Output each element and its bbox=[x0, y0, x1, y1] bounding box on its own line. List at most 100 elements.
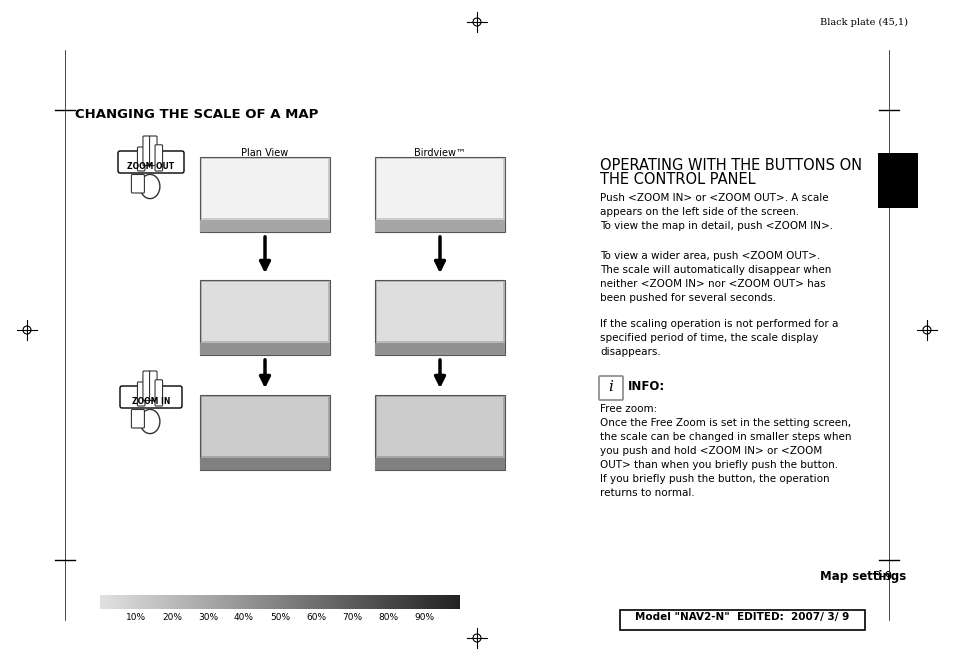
Bar bbox=[147, 595, 149, 609]
Bar bbox=[378, 595, 381, 609]
Bar bbox=[393, 595, 395, 609]
Bar bbox=[105, 595, 108, 609]
Bar bbox=[388, 595, 390, 609]
Bar bbox=[433, 595, 435, 609]
Bar bbox=[362, 595, 365, 609]
Bar bbox=[427, 595, 430, 609]
Bar bbox=[269, 595, 272, 609]
Text: Once the Free Zoom is set in the setting screen,
the scale can be changed in sma: Once the Free Zoom is set in the setting… bbox=[599, 418, 851, 498]
Bar bbox=[287, 595, 289, 609]
Bar bbox=[297, 595, 300, 609]
Bar bbox=[172, 595, 174, 609]
Bar bbox=[355, 595, 357, 609]
FancyBboxPatch shape bbox=[376, 282, 502, 341]
Bar bbox=[253, 595, 255, 609]
Bar bbox=[169, 595, 171, 609]
Bar bbox=[134, 595, 136, 609]
Bar bbox=[303, 595, 305, 609]
Bar bbox=[118, 595, 120, 609]
Bar bbox=[170, 595, 172, 609]
Bar bbox=[418, 595, 420, 609]
FancyBboxPatch shape bbox=[375, 343, 504, 355]
Ellipse shape bbox=[140, 409, 160, 434]
Bar bbox=[311, 595, 313, 609]
Bar bbox=[173, 595, 176, 609]
Bar bbox=[422, 595, 424, 609]
Bar bbox=[429, 595, 432, 609]
Bar bbox=[335, 595, 337, 609]
Bar bbox=[208, 595, 210, 609]
Bar bbox=[325, 595, 327, 609]
Bar bbox=[278, 595, 280, 609]
Text: 90%: 90% bbox=[414, 613, 434, 622]
Bar bbox=[157, 595, 160, 609]
Bar bbox=[249, 595, 252, 609]
Bar bbox=[271, 595, 273, 609]
Bar bbox=[167, 595, 169, 609]
FancyBboxPatch shape bbox=[375, 220, 504, 232]
Bar bbox=[165, 595, 167, 609]
Bar bbox=[260, 595, 262, 609]
Bar bbox=[200, 595, 203, 609]
Bar bbox=[357, 595, 359, 609]
Bar bbox=[374, 595, 375, 609]
Bar bbox=[346, 595, 349, 609]
Bar bbox=[301, 595, 304, 609]
Bar bbox=[145, 595, 147, 609]
Bar bbox=[441, 595, 444, 609]
Bar bbox=[332, 595, 335, 609]
Bar bbox=[341, 595, 343, 609]
Bar bbox=[210, 595, 212, 609]
Bar bbox=[274, 595, 276, 609]
Bar bbox=[258, 595, 260, 609]
Bar bbox=[204, 595, 207, 609]
Bar bbox=[175, 595, 177, 609]
Bar bbox=[431, 595, 433, 609]
Bar bbox=[455, 595, 456, 609]
Bar bbox=[314, 595, 316, 609]
Bar bbox=[309, 595, 311, 609]
Bar bbox=[240, 595, 242, 609]
Bar bbox=[186, 595, 189, 609]
Bar bbox=[197, 595, 199, 609]
Bar bbox=[215, 595, 217, 609]
FancyBboxPatch shape bbox=[376, 397, 502, 456]
FancyBboxPatch shape bbox=[202, 282, 328, 341]
Bar bbox=[238, 595, 241, 609]
Bar bbox=[248, 595, 250, 609]
Bar bbox=[457, 595, 460, 609]
Text: ZOOM IN: ZOOM IN bbox=[132, 397, 170, 406]
FancyBboxPatch shape bbox=[137, 382, 145, 406]
Bar bbox=[236, 595, 239, 609]
Bar bbox=[327, 595, 329, 609]
Bar bbox=[359, 595, 361, 609]
Bar bbox=[129, 595, 131, 609]
Bar bbox=[102, 595, 104, 609]
Bar bbox=[289, 595, 291, 609]
Bar bbox=[177, 595, 179, 609]
Bar bbox=[107, 595, 110, 609]
Text: THE CONTROL PANEL: THE CONTROL PANEL bbox=[599, 172, 755, 187]
Bar bbox=[161, 595, 163, 609]
Bar bbox=[443, 595, 446, 609]
FancyBboxPatch shape bbox=[375, 395, 504, 470]
FancyBboxPatch shape bbox=[150, 371, 157, 401]
Bar bbox=[453, 595, 455, 609]
FancyBboxPatch shape bbox=[200, 458, 330, 470]
Bar bbox=[370, 595, 372, 609]
FancyBboxPatch shape bbox=[200, 280, 330, 355]
Bar bbox=[404, 595, 406, 609]
Bar bbox=[411, 595, 414, 609]
Bar bbox=[398, 595, 400, 609]
Bar bbox=[317, 595, 320, 609]
Bar bbox=[312, 595, 314, 609]
Bar bbox=[242, 595, 244, 609]
Bar bbox=[125, 595, 128, 609]
Bar bbox=[185, 595, 187, 609]
Bar bbox=[232, 595, 233, 609]
FancyBboxPatch shape bbox=[155, 379, 162, 406]
Text: ZOOM OUT: ZOOM OUT bbox=[128, 162, 174, 171]
Bar bbox=[143, 595, 146, 609]
Bar bbox=[283, 595, 286, 609]
Bar bbox=[112, 595, 114, 609]
